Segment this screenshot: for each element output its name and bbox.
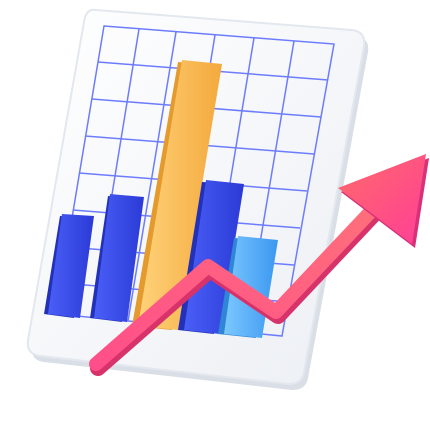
trend-arrow	[89, 199, 386, 376]
bar-1	[44, 214, 94, 318]
bar-2	[90, 194, 144, 322]
bar-4	[178, 180, 244, 334]
arrow-head-icon	[338, 154, 429, 248]
bar-3-tallest	[132, 60, 222, 330]
